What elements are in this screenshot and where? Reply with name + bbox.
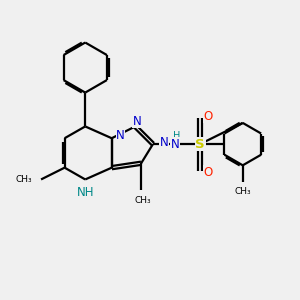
Text: CH₃: CH₃ [16,175,32,184]
Text: O: O [204,166,213,178]
Text: O: O [204,110,213,123]
Text: CH₃: CH₃ [234,188,251,196]
Text: N: N [171,138,179,151]
Text: N: N [132,115,141,128]
Text: S: S [195,138,205,151]
Text: NH: NH [76,186,94,199]
Text: N: N [116,129,125,142]
Text: CH₃: CH₃ [134,196,151,205]
Text: H: H [173,131,180,141]
Text: N: N [159,136,168,149]
